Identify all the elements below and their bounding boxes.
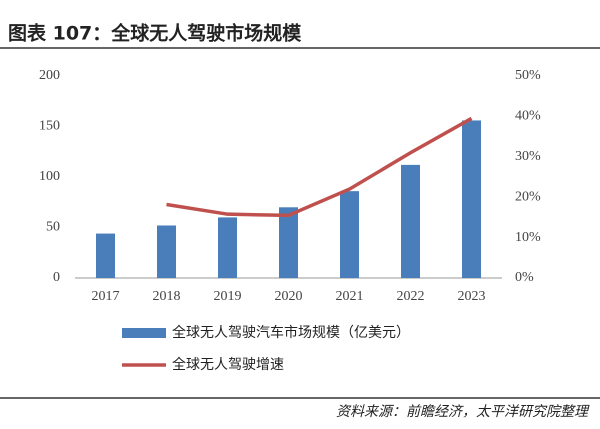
y-tick-label: 50 [46, 220, 60, 235]
source: 资料来源：前瞻经济，太平洋研究院整理 [336, 404, 590, 420]
bar [96, 233, 115, 278]
x-tick-label: 2018 [153, 289, 181, 304]
x-tick-label: 2023 [458, 289, 486, 304]
y2-tick-label: 50% [515, 68, 541, 83]
y2-tick-label: 0% [515, 270, 534, 285]
x-tick-label: 2020 [275, 289, 303, 304]
bar [340, 191, 359, 278]
bar [218, 217, 237, 278]
bar [462, 120, 481, 278]
bar [279, 207, 298, 278]
chart-title: 图表 107：全球无人驾驶市场规模 [8, 22, 302, 45]
x-tick-label: 2017 [92, 289, 120, 304]
x-tick-label: 2021 [336, 289, 364, 304]
y2-tick-label: 40% [515, 109, 541, 124]
bar [157, 225, 176, 278]
y-tick-label: 100 [39, 169, 60, 184]
y2-tick-label: 20% [515, 189, 541, 204]
line [166, 116, 473, 218]
y-tick-label: 200 [39, 68, 60, 83]
bar [401, 164, 420, 278]
x-tick-label: 2019 [214, 289, 242, 304]
y-tick-label: 150 [39, 119, 60, 134]
legend-label: 全球无人驾驶汽车市场规模（亿美元） [172, 324, 410, 341]
legend-label: 全球无人驾驶增速 [172, 356, 284, 373]
x-tick-label: 2022 [397, 289, 425, 304]
y2-tick-label: 30% [515, 149, 541, 164]
y-tick-label: 0 [53, 270, 60, 285]
legend-swatch [122, 328, 166, 338]
y2-tick-label: 10% [515, 230, 541, 245]
